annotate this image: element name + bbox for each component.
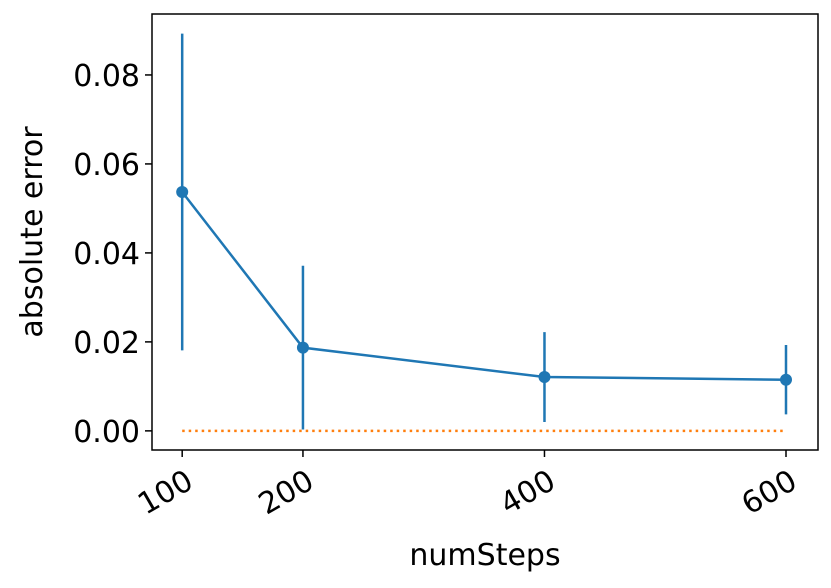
x-tick-label: 400 — [494, 463, 561, 522]
x-tick-label: 200 — [253, 463, 320, 522]
y-tick-label: 0.02 — [73, 326, 140, 361]
x-tick-label: 600 — [736, 463, 803, 522]
y-axis-label: absolute error — [15, 126, 50, 338]
y-tick-label: 0.06 — [73, 148, 140, 183]
plot-frame — [151, 13, 819, 451]
y-tick-label: 0.08 — [73, 59, 140, 94]
x-tick-label: 100 — [132, 463, 199, 522]
data-point — [538, 371, 551, 384]
data-point — [779, 373, 792, 386]
data-point — [296, 341, 309, 354]
x-axis-label: numSteps — [409, 538, 560, 573]
y-tick-label: 0.00 — [73, 415, 140, 450]
data-line — [181, 191, 787, 381]
y-tick-label: 0.04 — [73, 237, 140, 272]
data-point — [176, 185, 189, 198]
